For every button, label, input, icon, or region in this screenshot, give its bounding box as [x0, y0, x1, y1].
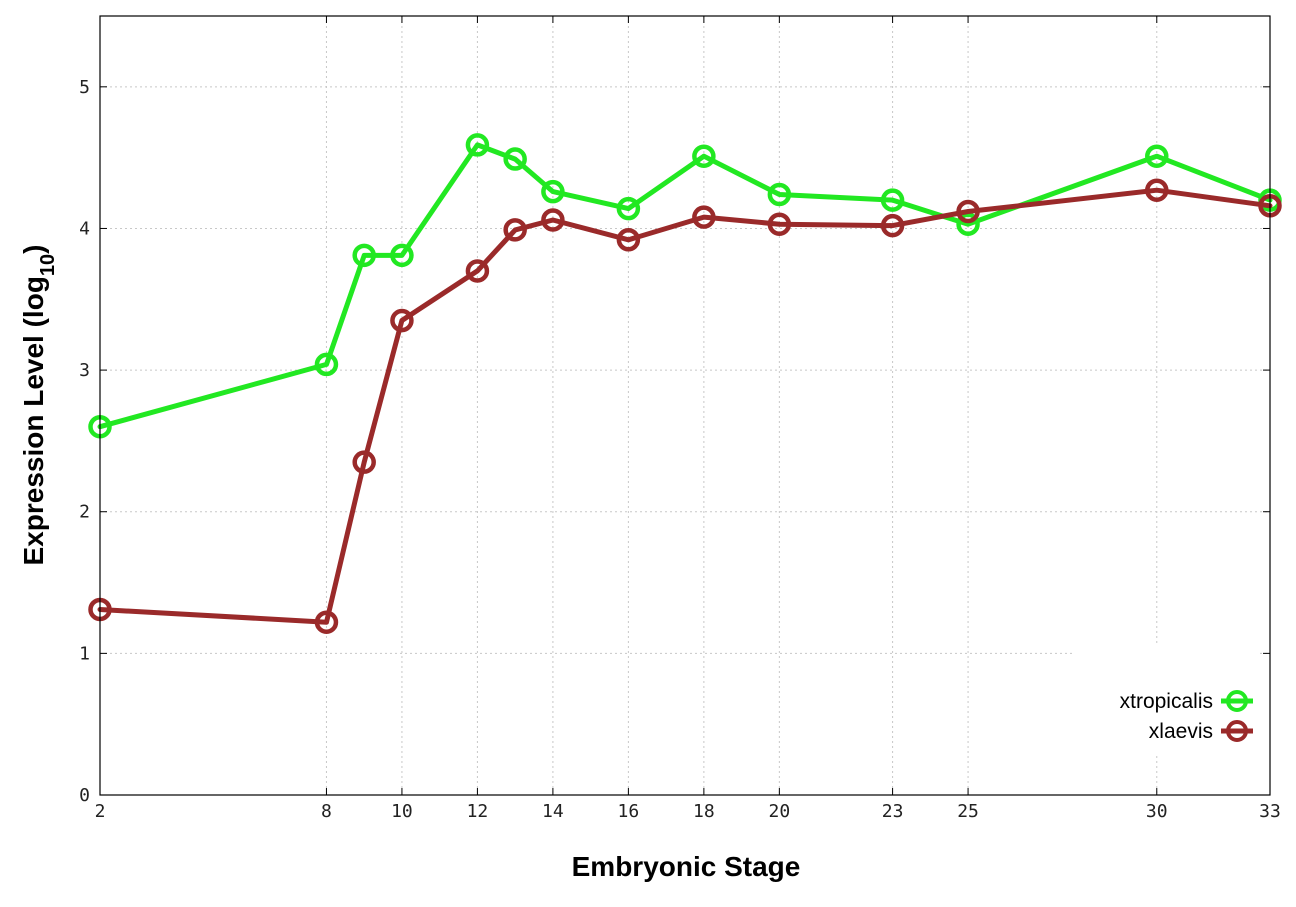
x-tick-label: 12 — [467, 801, 489, 822]
data-point — [956, 199, 980, 224]
legend-entry-xlaevis: xlaevis — [1149, 720, 1253, 743]
data-point — [956, 212, 980, 236]
y-axis-title-main: Expression Level (log — [18, 276, 49, 565]
data-point — [692, 205, 716, 229]
data-point — [767, 182, 792, 207]
x-tick-label: 25 — [957, 801, 979, 822]
series-line — [97, 187, 1273, 625]
data-point — [541, 179, 565, 204]
legend-marker — [1226, 690, 1248, 712]
data-point — [1145, 144, 1169, 168]
data-point — [767, 212, 792, 236]
y-tick-label: 0 — [79, 785, 90, 806]
x-tick-label: 2 — [95, 801, 106, 822]
x-tick-label: 33 — [1259, 801, 1281, 822]
data-point — [390, 308, 414, 333]
y-axis-title: Expression Level (log10) — [18, 245, 59, 566]
x-tick-label: 18 — [693, 801, 715, 822]
legend-marker — [1226, 720, 1248, 742]
data-point — [541, 208, 565, 232]
y-tick-label: 3 — [79, 360, 90, 381]
legend: xtropicalis xlaevis — [1072, 645, 1260, 755]
data-point — [503, 147, 527, 171]
data-point — [880, 213, 905, 238]
series-xlaevis — [88, 178, 1282, 634]
legend-entry-xtropicalis: xtropicalis — [1120, 690, 1253, 713]
x-tick-label: 20 — [769, 801, 791, 822]
y-tick-label: 4 — [79, 218, 90, 239]
data-point — [1145, 178, 1169, 202]
plot-frame — [99, 15, 1271, 796]
data-point — [352, 450, 376, 474]
x-tick-labels: 2 8 10 12 14 16 18 20 23 25 30 33 — [95, 801, 1281, 822]
data-point — [352, 243, 376, 268]
legend-label: xtropicalis — [1120, 690, 1213, 713]
x-tick-label: 10 — [391, 801, 413, 822]
y-axis-title-subscript: 10 — [37, 254, 59, 276]
x-tick-label: 23 — [882, 801, 904, 822]
x-tick-label: 14 — [542, 801, 564, 822]
y-axis-title-close: ) — [18, 245, 49, 254]
data-point — [880, 188, 905, 212]
y-tick-label: 2 — [79, 502, 90, 523]
y-tick-label: 1 — [79, 643, 90, 664]
data-point — [616, 228, 641, 252]
legend-label: xlaevis — [1149, 720, 1213, 743]
data-point — [692, 144, 716, 168]
data-point — [465, 259, 490, 283]
x-tick-label: 30 — [1146, 801, 1168, 822]
series-line — [97, 142, 1273, 430]
data-point — [390, 243, 414, 268]
x-tick-label: 8 — [321, 801, 332, 822]
y-tick-labels: 0 1 2 3 4 5 — [79, 77, 90, 806]
data-point — [465, 133, 490, 157]
x-tick-label: 16 — [618, 801, 640, 822]
data-point — [616, 196, 641, 221]
data-point — [314, 610, 339, 634]
x-axis-title: Embryonic Stage — [572, 851, 801, 882]
y-tick-label: 5 — [79, 77, 90, 98]
data-point — [503, 218, 527, 242]
data-point — [314, 352, 339, 377]
